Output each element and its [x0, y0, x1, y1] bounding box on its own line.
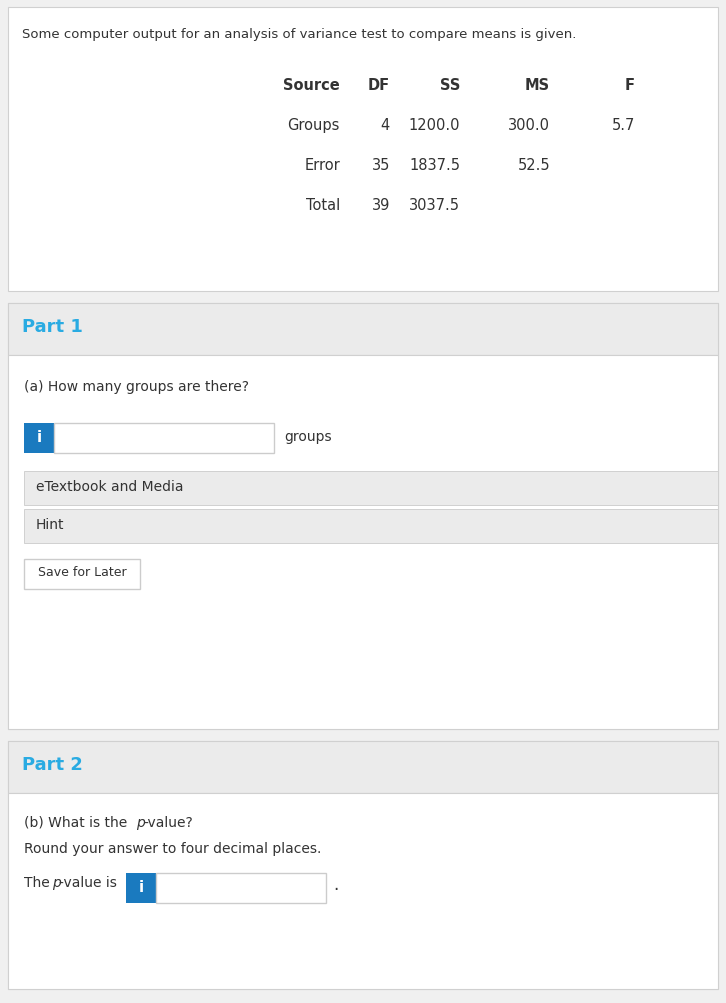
Text: 300.0: 300.0	[508, 118, 550, 132]
FancyBboxPatch shape	[156, 874, 326, 903]
FancyBboxPatch shape	[8, 741, 718, 989]
Text: 39: 39	[372, 198, 390, 213]
Text: .: .	[333, 876, 338, 893]
Text: 52.5: 52.5	[518, 157, 550, 173]
FancyBboxPatch shape	[8, 304, 718, 356]
FancyBboxPatch shape	[8, 356, 718, 729]
Text: 3037.5: 3037.5	[409, 198, 460, 213]
Text: Error: Error	[304, 157, 340, 173]
FancyBboxPatch shape	[54, 423, 274, 453]
FancyBboxPatch shape	[24, 471, 718, 506]
FancyBboxPatch shape	[24, 423, 54, 453]
Text: i: i	[139, 879, 144, 894]
Text: 35: 35	[372, 157, 390, 173]
Text: 1837.5: 1837.5	[409, 157, 460, 173]
Text: SS: SS	[440, 78, 460, 93]
Text: (b) What is the: (b) What is the	[24, 815, 131, 829]
Text: Hint: Hint	[36, 518, 65, 532]
FancyBboxPatch shape	[8, 8, 718, 292]
Text: (a) How many groups are there?: (a) How many groups are there?	[24, 379, 249, 393]
Text: F: F	[625, 78, 635, 93]
FancyBboxPatch shape	[24, 510, 718, 544]
Text: The: The	[24, 876, 54, 889]
Text: -value is: -value is	[59, 876, 117, 889]
Text: p: p	[52, 876, 61, 889]
FancyBboxPatch shape	[126, 874, 156, 903]
FancyBboxPatch shape	[8, 793, 718, 989]
Text: 5.7: 5.7	[611, 118, 635, 132]
Text: 4: 4	[380, 118, 390, 132]
FancyBboxPatch shape	[8, 741, 718, 793]
Text: DF: DF	[368, 78, 390, 93]
Text: Total: Total	[306, 198, 340, 213]
Text: 1200.0: 1200.0	[409, 118, 460, 132]
Text: eTextbook and Media: eTextbook and Media	[36, 479, 184, 493]
Text: Part 1: Part 1	[22, 318, 83, 336]
FancyBboxPatch shape	[8, 304, 718, 729]
Text: Save for Later: Save for Later	[38, 566, 126, 579]
Text: groups: groups	[284, 429, 332, 443]
Text: Round your answer to four decimal places.: Round your answer to four decimal places…	[24, 842, 322, 856]
Text: -value?: -value?	[143, 815, 192, 829]
Text: Groups: Groups	[287, 118, 340, 132]
Text: i: i	[36, 429, 41, 444]
Text: Part 2: Part 2	[22, 755, 83, 773]
Text: p: p	[136, 815, 144, 829]
Text: Source: Source	[283, 78, 340, 93]
Text: MS: MS	[525, 78, 550, 93]
FancyBboxPatch shape	[24, 560, 140, 590]
Text: Some computer output for an analysis of variance test to compare means is given.: Some computer output for an analysis of …	[22, 28, 576, 41]
